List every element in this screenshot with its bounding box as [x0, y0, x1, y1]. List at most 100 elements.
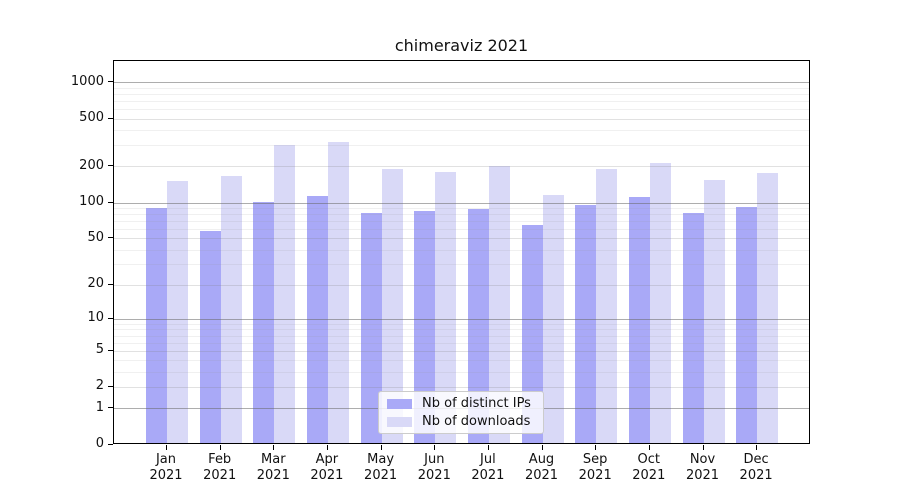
- gridline-80: [114, 214, 809, 216]
- gridline-300: [114, 145, 809, 147]
- plot-area: [113, 60, 810, 444]
- x-tick-label-dec: Dec 2021: [728, 452, 784, 485]
- legend-item-downloads: Nb of downloads: [387, 414, 543, 429]
- x-tick-year: 2021: [471, 468, 505, 483]
- gridline-200: [114, 166, 809, 168]
- x-tick-month: Mar: [261, 451, 286, 467]
- gridline-50: [114, 238, 809, 240]
- x-tick-year: 2021: [149, 468, 183, 483]
- x-tick-mark-aug: [541, 444, 543, 450]
- x-tick-month: Jul: [480, 451, 496, 467]
- x-tick-month: Oct: [637, 451, 661, 467]
- bar-distinct-ips-jun: [414, 210, 436, 443]
- x-tick-year: 2021: [578, 468, 612, 483]
- x-tick-year: 2021: [632, 468, 666, 483]
- y-tick-label-1: 1: [95, 399, 104, 415]
- x-tick-label-may: May 2021: [353, 452, 409, 485]
- x-tick-year: 2021: [203, 468, 237, 483]
- y-tick-label-10: 10: [87, 310, 104, 326]
- y-tick-label-5: 5: [95, 342, 104, 357]
- gridline-600: [114, 109, 809, 110]
- legend-swatch-distinct-ips: [387, 398, 412, 409]
- bar-downloads-apr: [327, 141, 349, 443]
- x-tick-month: Sep: [582, 451, 608, 467]
- x-tick-mark-nov: [702, 444, 704, 450]
- bar-distinct-ips-nov: [682, 212, 704, 443]
- gridline-60: [114, 228, 809, 230]
- x-tick-label-feb: Feb 2021: [192, 452, 248, 485]
- gridline-100: [114, 202, 809, 204]
- bar-downloads-sep: [596, 169, 618, 443]
- bar-downloads-jul: [488, 165, 510, 443]
- gridline-90: [114, 208, 809, 209]
- x-tick-month: Dec: [743, 451, 769, 467]
- y-tick-label-100: 100: [79, 194, 104, 209]
- x-tick-month: Aug: [528, 451, 555, 467]
- y-tick-mark-2: [108, 385, 113, 387]
- gridline-6: [114, 342, 809, 344]
- gridline-30: [114, 264, 809, 266]
- x-tick-mark-feb: [219, 444, 221, 450]
- bar-distinct-ips-aug: [521, 224, 543, 443]
- x-tick-mark-jun: [434, 444, 436, 450]
- gridline-70: [114, 221, 809, 222]
- x-tick-month: Nov: [689, 451, 716, 467]
- x-tick-month: Apr: [315, 451, 339, 467]
- x-tick-label-oct: Oct 2021: [621, 452, 677, 485]
- y-tick-label-500: 500: [79, 110, 104, 125]
- bar-downloads-oct: [649, 162, 671, 443]
- y-tick-label-20: 20: [87, 276, 104, 292]
- x-tick-label-jul: Jul 2021: [460, 452, 516, 485]
- y-tick-label-2: 2: [95, 378, 104, 394]
- y-tick-label-200: 200: [79, 157, 104, 173]
- x-tick-label-jan: Jan 2021: [138, 452, 194, 485]
- x-tick-year: 2021: [310, 468, 344, 483]
- y-tick-mark-20: [108, 283, 113, 285]
- gridline-8: [114, 329, 809, 331]
- bar-distinct-ips-dec: [736, 207, 758, 443]
- x-tick-mark-mar: [273, 444, 275, 450]
- legend-label-downloads: Nb of downloads: [422, 414, 531, 429]
- x-tick-year: 2021: [739, 468, 773, 483]
- bar-downloads-dec: [757, 173, 779, 443]
- y-tick-mark-50: [108, 237, 113, 239]
- x-tick-mark-jul: [487, 444, 489, 450]
- bar-downloads-mar: [274, 145, 296, 443]
- x-tick-year: 2021: [417, 468, 451, 483]
- x-tick-mark-sep: [595, 444, 597, 450]
- y-tick-mark-1000: [108, 81, 113, 83]
- x-tick-label-mar: Mar 2021: [245, 452, 301, 485]
- gridline-1000: [114, 82, 809, 84]
- x-tick-year: 2021: [364, 468, 398, 483]
- x-tick-mark-may: [380, 444, 382, 450]
- gridline-2: [114, 386, 809, 388]
- legend-item-distinct-ips: Nb of distinct IPs: [387, 396, 543, 411]
- x-tick-label-sep: Sep 2021: [567, 452, 623, 485]
- gridline-10: [114, 318, 809, 320]
- bar-downloads-jun: [435, 172, 457, 443]
- gridline-500: [114, 118, 809, 120]
- chart-title: chimeraviz 2021: [394, 36, 529, 55]
- legend-label-distinct-ips: Nb of distinct IPs: [422, 396, 531, 411]
- gridline-3: [114, 371, 809, 373]
- x-tick-month: Jun: [424, 451, 445, 467]
- y-tick-label-1000: 1000: [70, 73, 104, 89]
- bar-downloads-feb: [220, 175, 242, 443]
- bar-distinct-ips-jan: [146, 208, 167, 443]
- legend-swatch-downloads: [387, 416, 412, 427]
- gridline-20: [114, 284, 809, 286]
- legend: Nb of distinct IPs Nb of downloads: [378, 391, 544, 434]
- x-tick-label-aug: Aug 2021: [514, 452, 570, 485]
- gridline-400: [114, 130, 809, 132]
- x-tick-year: 2021: [524, 468, 559, 483]
- x-tick-mark-oct: [648, 444, 650, 450]
- y-tick-mark-1: [108, 407, 113, 409]
- gridline-9: [114, 323, 809, 325]
- x-tick-month: May: [367, 451, 395, 467]
- x-tick-label-apr: Apr 2021: [299, 452, 355, 485]
- y-tick-mark-100: [108, 201, 113, 203]
- gridline-40: [114, 249, 809, 251]
- bar-downloads-may: [381, 168, 403, 443]
- gridline-900: [114, 87, 809, 89]
